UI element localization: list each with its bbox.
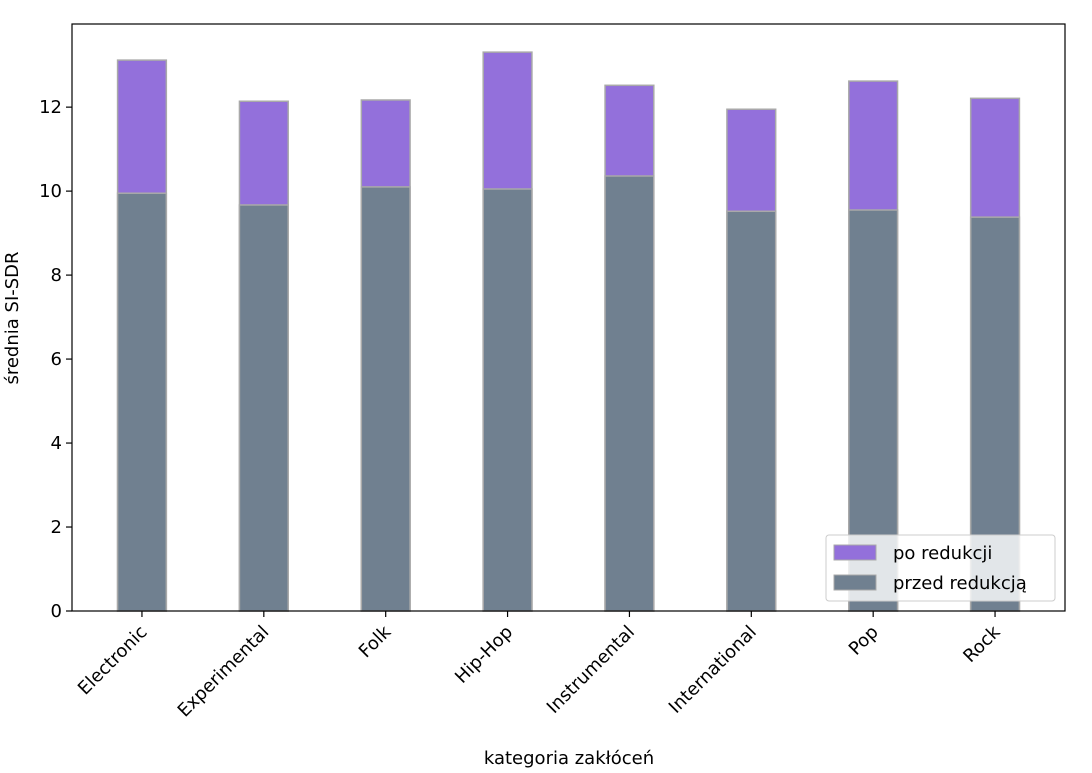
y-tick-label: 6 — [51, 349, 62, 370]
bar — [116, 192, 168, 612]
y-tick-label: 0 — [51, 601, 62, 622]
legend: po redukcji przed redukcją — [825, 534, 1056, 602]
x-tick-label: Pop — [845, 622, 883, 660]
bar — [726, 210, 777, 612]
legend-label: przed redukcją — [893, 573, 1027, 594]
x-axis-label: kategoria zakłóceń — [484, 748, 654, 769]
legend-swatch — [833, 574, 877, 591]
x-tick-label: Electronic — [74, 622, 152, 700]
y-tick-label: 2 — [51, 517, 62, 538]
x-tick-label: Hip-Hop — [451, 622, 517, 688]
x-tick-label: Instrumental — [543, 622, 639, 718]
y-tick-label: 10 — [39, 181, 62, 202]
bar — [360, 186, 411, 612]
bar — [482, 188, 533, 612]
bar — [604, 175, 655, 612]
x-tick-label: Experimental — [174, 622, 274, 722]
legend-swatch — [833, 544, 877, 561]
plot-frame — [71, 23, 1066, 612]
y-tick-label: 4 — [51, 433, 62, 454]
bar — [238, 204, 289, 612]
y-tick-label: 8 — [51, 265, 62, 286]
legend-label: po redukcji — [893, 543, 992, 564]
y-axis-label: średnia SI-SDR — [2, 251, 23, 384]
x-tick-label: Rock — [959, 621, 1005, 667]
x-tick-label: International — [665, 622, 761, 718]
y-tick-label: 12 — [39, 97, 62, 118]
x-tick-label: Folk — [355, 621, 396, 662]
legend-box — [825, 534, 1056, 602]
